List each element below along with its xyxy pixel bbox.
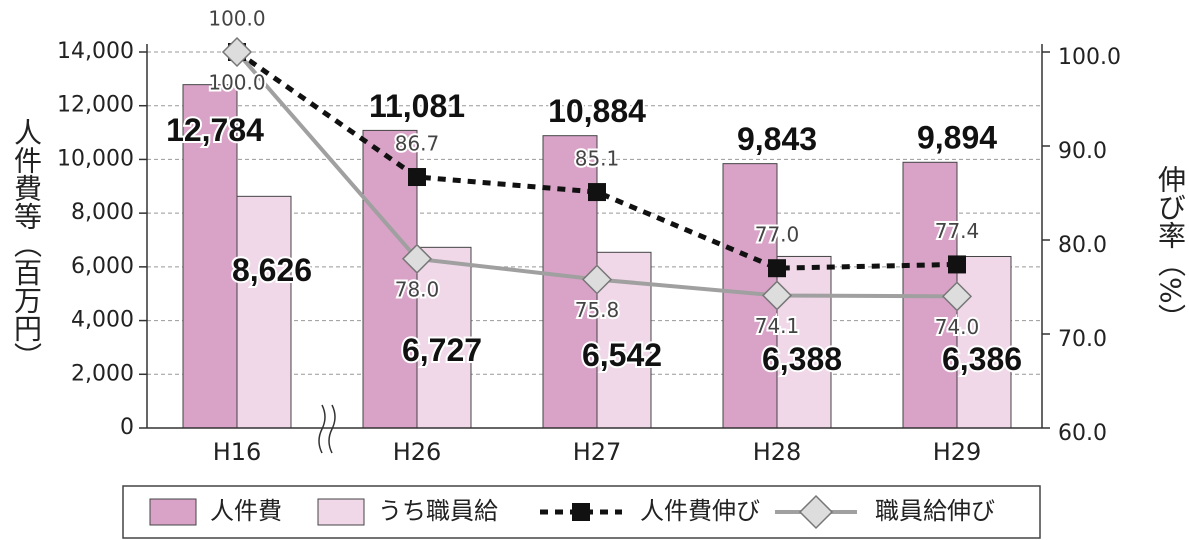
legend-label: 人件費伸び [640,497,760,525]
bar-value-label: 6,727 [402,332,482,368]
bar-value-label: 9,843 [737,121,817,157]
line-value-label: 78.0 [395,277,440,301]
line-value-label: 74.1 [755,314,800,338]
line-value-label: 100.0 [208,7,265,31]
x-tick-label: H26 [393,438,442,466]
bar [956,255,1012,429]
y-tick-label: 14,000 [57,39,134,64]
bar [416,246,472,429]
bar-value-label: 12,784 [166,112,264,148]
legend-label: 人件費 [210,497,282,525]
x-tick-label: H27 [573,438,622,466]
y-tick-label: 12,000 [57,93,134,118]
y-tick-label: 10,000 [57,146,134,171]
y-tick-label: 0 [120,415,134,440]
y2-tick-label: 100.0 [1058,45,1121,70]
line-marker [408,168,426,187]
y2-tick-label: 90.0 [1058,139,1107,164]
legend-label: うち職員給 [378,497,498,525]
y-tick-label: 4,000 [71,308,134,333]
y-axis-title: 人件費等（百万円） [10,118,43,370]
y2-tick-label: 70.0 [1058,327,1107,352]
line-marker [588,183,606,202]
bar-value-label: 9,894 [917,120,997,156]
line-marker [221,36,253,68]
line-marker [581,264,613,295]
x-tick-label: H16 [213,438,262,466]
y-tick-label: 2,000 [71,361,134,386]
bar-value-label: 8,626 [232,252,312,288]
line-marker [401,243,433,274]
bar-value-label: 11,081 [369,88,465,124]
line-value-label: 75.8 [575,298,620,322]
legend-swatch [317,498,365,526]
legend-swatch-marker [572,503,590,521]
axis-break [318,404,336,454]
legend-swatch [149,498,197,526]
line-value-label: 85.1 [575,147,620,171]
line-marker [768,259,786,278]
bar [236,195,292,429]
y-tick-label: 6,000 [71,254,134,279]
y-tick-label: 8,000 [71,200,134,225]
bar-value-label: 6,388 [762,341,842,377]
x-tick-label: H29 [933,438,982,466]
line-value-label: 100.0 [208,71,265,95]
line-marker [761,280,793,311]
legend-label: 職員給伸び [875,497,995,525]
bar-value-label: 6,542 [582,337,662,373]
line-value-label: 74.0 [935,315,980,339]
line-value-label: 77.4 [935,219,980,243]
line-marker [941,281,973,312]
y2-tick-label: 80.0 [1058,233,1107,258]
legend-swatch-marker [798,494,834,530]
bar-value-label: 10,884 [548,93,646,129]
y2-axis-title: 伸び率（%） [1154,165,1187,332]
y2-tick-label: 60.0 [1058,421,1107,446]
bar [776,255,832,429]
line-value-label: 86.7 [395,132,440,156]
bar-value-label: 6,386 [942,341,1022,377]
x-tick-label: H28 [753,438,802,466]
line-marker [948,255,966,274]
line-value-label: 77.0 [755,223,800,247]
